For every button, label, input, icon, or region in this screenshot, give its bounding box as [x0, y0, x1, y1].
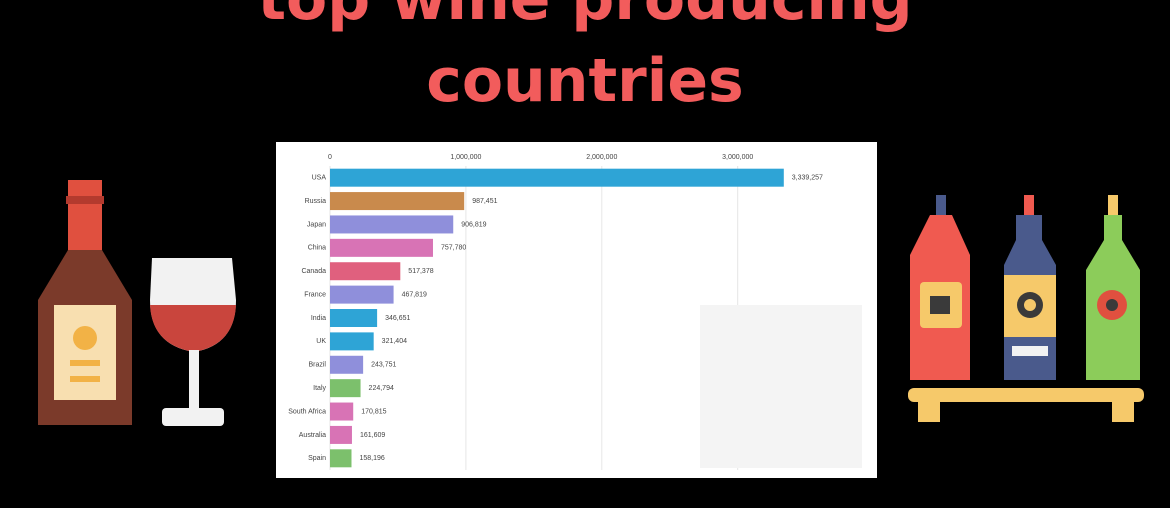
label-icon [930, 296, 950, 314]
x-tick-label: 3,000,000 [722, 154, 753, 161]
value-label: 158,196 [359, 455, 384, 462]
shelf-leg [1112, 402, 1134, 422]
bottle-neck [68, 180, 102, 250]
x-tick-label: 0 [328, 154, 332, 161]
value-label: 467,819 [402, 291, 427, 298]
category-label: Brazil [308, 362, 326, 369]
category-label: France [304, 291, 326, 298]
category-label: Spain [308, 455, 326, 462]
bar [330, 449, 352, 468]
label-icon [1024, 299, 1036, 311]
bar [330, 379, 361, 398]
bar [330, 168, 784, 187]
cap [936, 195, 946, 215]
bottle-label [54, 305, 116, 400]
value-label: 3,339,257 [792, 175, 823, 182]
x-tick-label: 1,000,000 [450, 154, 481, 161]
video-overlay [700, 305, 862, 468]
label-line [1012, 346, 1048, 356]
bar [330, 425, 352, 444]
shelf-leg [918, 402, 940, 422]
bar [330, 332, 374, 351]
value-label: 757,780 [441, 245, 466, 252]
category-label: China [308, 245, 326, 252]
value-label: 161,609 [360, 432, 385, 439]
label-icon [1106, 299, 1118, 311]
category-label: Australia [299, 432, 326, 439]
label-icon [73, 326, 97, 350]
value-label: 906,819 [461, 221, 486, 228]
category-label: Italy [313, 385, 326, 392]
label-line [70, 376, 100, 382]
glass-wine [150, 305, 236, 352]
glass-stem [189, 350, 199, 410]
category-label: South Africa [288, 408, 326, 415]
title: top wine producing countries [257, 0, 912, 116]
bar [330, 285, 394, 304]
value-label: 224,794 [369, 385, 394, 392]
glass-foot [162, 408, 224, 426]
category-label: Canada [301, 268, 326, 275]
value-label: 170,815 [361, 408, 386, 415]
bar [330, 215, 454, 234]
category-label: Russia [305, 198, 327, 205]
bar [330, 238, 433, 257]
value-label: 346,651 [385, 315, 410, 322]
value-label: 987,451 [472, 198, 497, 205]
category-label: USA [312, 175, 327, 182]
category-label: India [311, 315, 326, 322]
cap [1024, 195, 1034, 215]
category-label: Japan [307, 221, 326, 228]
label-line [70, 360, 100, 366]
cap [1108, 195, 1118, 215]
bar [330, 355, 364, 374]
x-tick-label: 2,000,000 [586, 154, 617, 161]
bar [330, 192, 465, 211]
bar [330, 262, 401, 281]
bar [330, 402, 354, 421]
bar [330, 309, 378, 327]
value-label: 517,378 [408, 268, 433, 275]
value-label: 321,404 [382, 338, 407, 345]
category-label: UK [316, 338, 326, 345]
shelf [908, 388, 1144, 402]
bottle-band [66, 196, 104, 204]
value-label: 243,751 [371, 362, 396, 369]
